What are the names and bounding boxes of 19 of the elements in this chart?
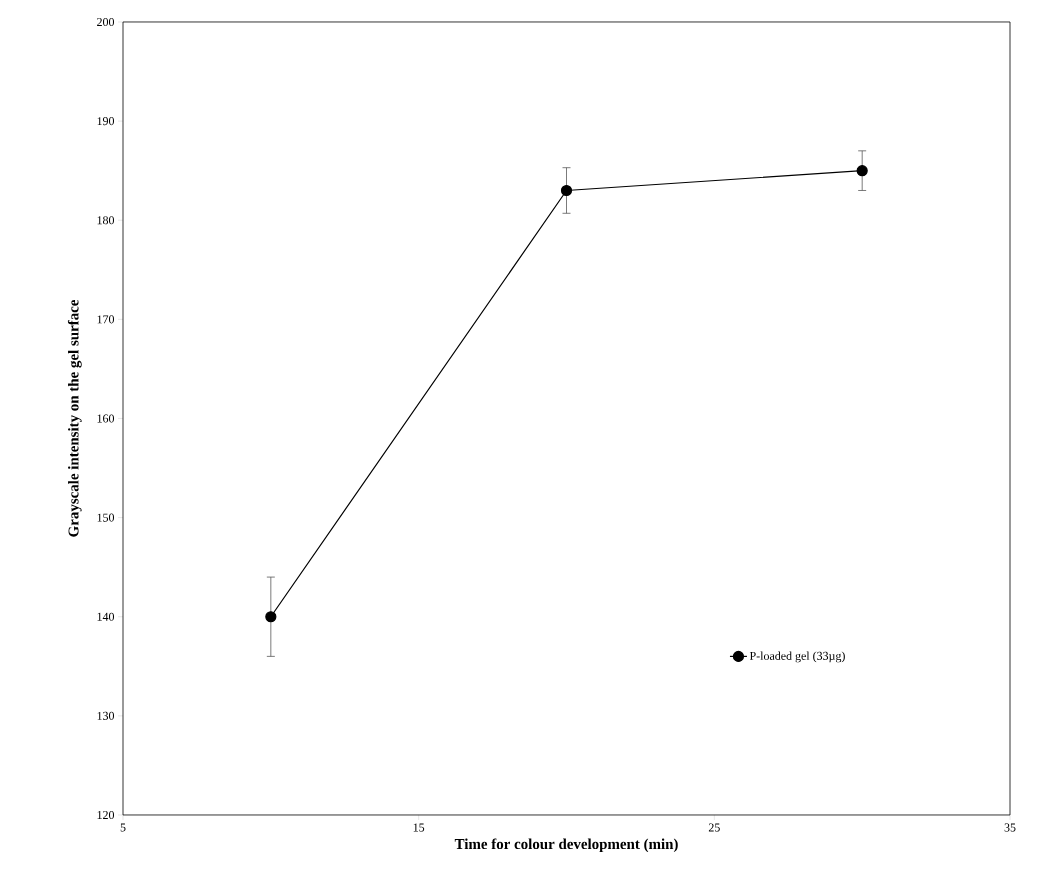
x-tick-label: 5 (120, 823, 126, 832)
x-tick-label: 25 (708, 823, 720, 832)
point (265, 611, 277, 623)
y-tick-label: 160 (97, 414, 115, 423)
x-tick-label: 35 (1004, 823, 1016, 832)
y-tick-label: 130 (97, 711, 115, 720)
y-tick-label: 180 (97, 216, 115, 225)
y-tick-label: 140 (97, 612, 115, 621)
y-tick-label: 190 (97, 117, 115, 126)
y-tick-label: 150 (97, 513, 115, 522)
point (856, 165, 868, 177)
y-tick-label: 200 (97, 17, 115, 27)
x-axis-title: Time for colour development (min) (454, 838, 678, 853)
y-tick-label: 170 (97, 315, 115, 324)
y-axis-title: Grayscale intensity on the gel surface (67, 299, 82, 537)
y-tick-label: 120 (97, 810, 115, 820)
point (560, 184, 573, 197)
legend-label: P-loaded gel (33µg) (749, 651, 845, 663)
x-tick-label: 15 (413, 823, 425, 832)
